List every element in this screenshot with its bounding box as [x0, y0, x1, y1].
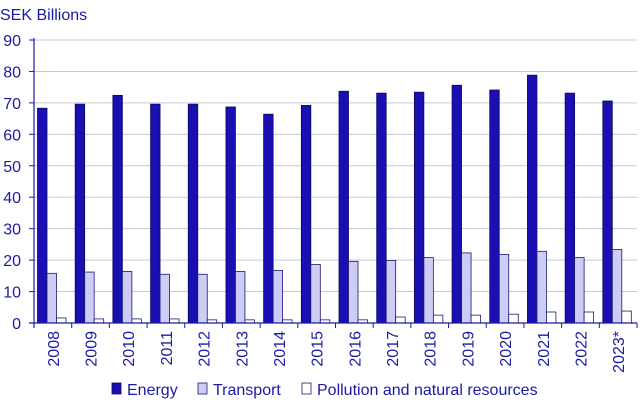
- energy-bar: [225, 106, 236, 324]
- pollution-bar: [432, 314, 444, 324]
- pollution-bar: [621, 310, 632, 324]
- pollution-bar: [470, 314, 481, 324]
- y-tick-label: 60: [3, 127, 21, 144]
- transport-bar: [536, 250, 547, 324]
- y-tick-label: 10: [3, 285, 21, 302]
- transport-bar: [235, 271, 246, 324]
- x-tick-label: 2016: [347, 331, 364, 367]
- energy-bar: [112, 94, 123, 324]
- energy-bar: [150, 103, 161, 324]
- axes: [29, 38, 638, 328]
- pollution-bar: [93, 318, 105, 324]
- y-tick-label: 20: [3, 253, 21, 270]
- energy-bar: [489, 89, 500, 324]
- legend-transport: Transport: [197, 382, 281, 399]
- x-tick-label: 2009: [84, 331, 101, 367]
- transport-bar: [159, 273, 170, 324]
- transport-bar: [498, 254, 510, 324]
- y-tick-label: 0: [12, 316, 21, 333]
- legend: Energy Transport Pollution and natural res…: [111, 382, 538, 399]
- transport-bar: [197, 273, 208, 324]
- y-tick-labels: 0 10 20 30 40 50 60 70 80 90: [3, 33, 21, 333]
- bars: [37, 74, 632, 324]
- legend-swatch: [197, 382, 208, 395]
- x-tick-label: 2008: [46, 331, 63, 367]
- transport-bar: [84, 271, 95, 324]
- transport-bar: [574, 257, 585, 324]
- x-tick-label: 2011: [159, 331, 176, 366]
- transport-bar: [461, 252, 472, 324]
- transport-bar: [310, 264, 321, 324]
- transport-bar: [121, 271, 133, 324]
- energy-bar: [338, 90, 349, 324]
- x-tick-label: 2017: [385, 331, 402, 367]
- x-tick-label: 2019: [460, 331, 477, 367]
- transport-bar: [611, 249, 623, 324]
- energy-bar: [564, 92, 576, 324]
- energy-bar: [187, 103, 199, 324]
- pollution-bar: [131, 318, 142, 324]
- legend-pollution: Pollution and natural resources: [301, 382, 538, 399]
- x-tick-label: 2020: [498, 331, 515, 367]
- x-tick-label: 2013: [234, 331, 251, 367]
- transport-bar: [272, 270, 284, 324]
- energy-bar: [527, 74, 538, 324]
- y-tick-label: 80: [3, 64, 21, 81]
- y-tick-label: 90: [3, 33, 21, 50]
- legend-label: Energy: [127, 382, 178, 399]
- y-tick-label: 70: [3, 96, 21, 113]
- energy-bar: [451, 84, 462, 324]
- pollution-bar: [395, 316, 406, 324]
- energy-bar: [74, 103, 86, 324]
- x-tick-label: 2015: [310, 331, 327, 367]
- pollution-bar: [508, 313, 519, 324]
- x-tick-label: 2021: [536, 331, 553, 367]
- legend-energy: Energy: [111, 382, 178, 399]
- legend-label: Transport: [213, 382, 281, 399]
- legend-swatch: [111, 382, 122, 395]
- transport-bar: [46, 272, 57, 324]
- pollution-bar: [546, 311, 557, 324]
- legend-label: Pollution and natural resources: [317, 382, 538, 399]
- energy-bar: [263, 113, 274, 324]
- x-tick-labels: 2008 2009 2010 2011 2012 2013 2014 2015 2016 2017…: [46, 331, 628, 373]
- gridlines: [34, 39, 637, 293]
- x-tick-label: 2012: [197, 331, 214, 367]
- y-tick-label: 50: [3, 159, 21, 176]
- energy-bar: [376, 92, 387, 324]
- y-axis-title: SEK Billions: [0, 7, 87, 24]
- pollution-bar: [169, 318, 180, 324]
- transport-bar: [423, 257, 434, 324]
- x-tick-label: 2022: [573, 331, 590, 367]
- x-tick-label: 2023*: [611, 331, 628, 373]
- legend-swatch: [301, 382, 312, 395]
- transport-bar: [348, 260, 359, 324]
- energy-bar: [602, 100, 613, 324]
- x-tick-label: 2018: [423, 331, 440, 367]
- energy-bar: [37, 107, 48, 324]
- energy-bar: [413, 91, 425, 324]
- pollution-bar: [56, 317, 67, 324]
- y-tick-label: 40: [3, 190, 21, 207]
- energy-bar: [300, 105, 312, 324]
- y-tick-label: 30: [3, 222, 21, 239]
- x-tick-label: 2014: [272, 331, 289, 367]
- transport-bar: [385, 260, 397, 324]
- pollution-bar: [583, 311, 595, 324]
- x-tick-label: 2010: [121, 331, 138, 367]
